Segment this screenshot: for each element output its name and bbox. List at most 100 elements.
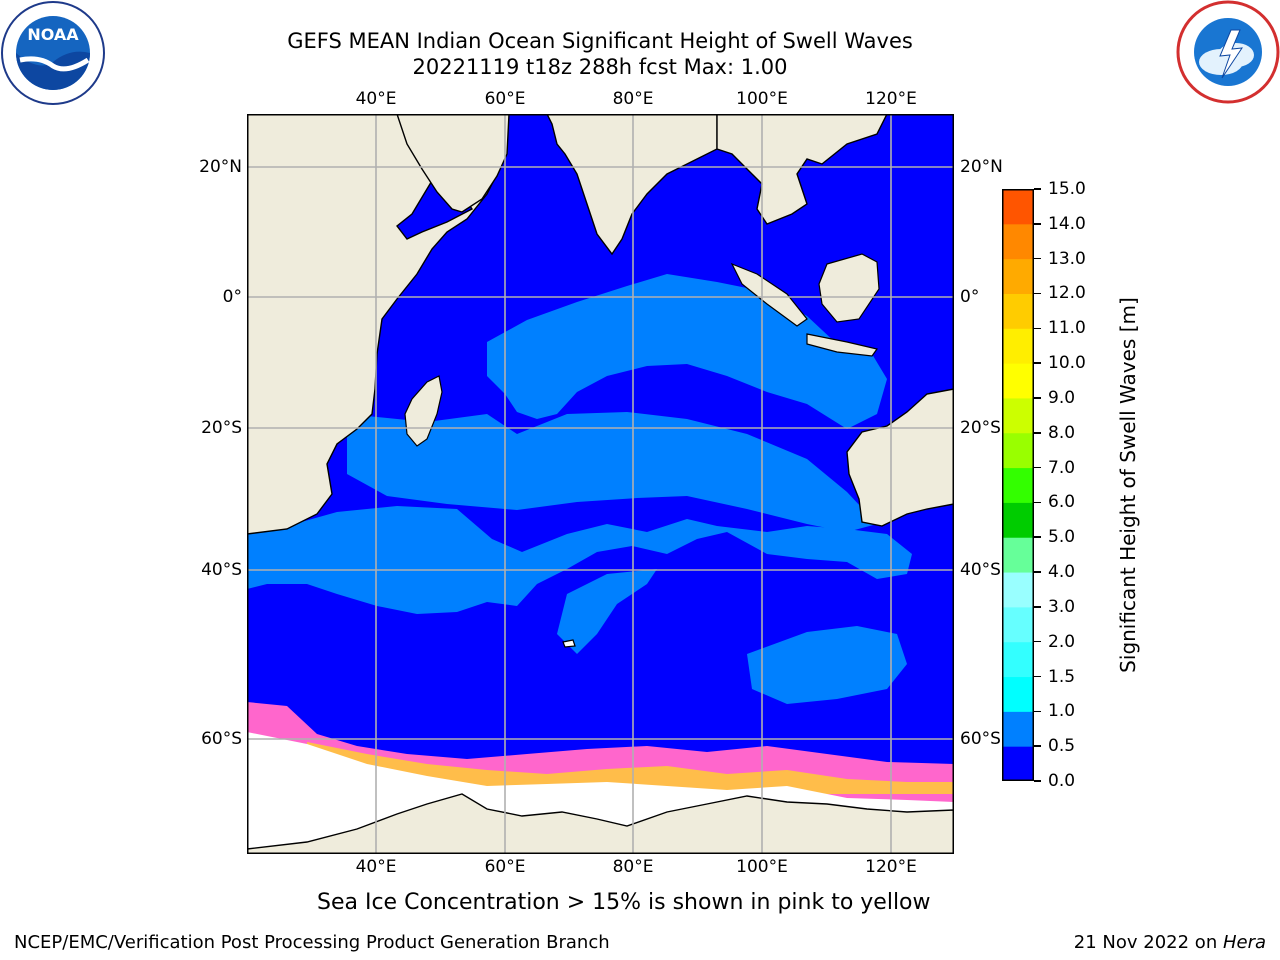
land-india: [546, 114, 718, 256]
footer-date: 21 Nov 2022 on Hera: [1074, 932, 1266, 953]
colorbar-tick-label: 0.5: [1048, 736, 1076, 757]
colorbar-segment-11: [1002, 363, 1034, 399]
lon-tick-bottom-2: 60°E: [484, 857, 526, 877]
map-frame: [247, 114, 954, 854]
land-arabia: [335, 114, 547, 213]
colorbar-tick-label: 10.0: [1048, 353, 1086, 374]
graticule: [247, 114, 954, 854]
colorbar-segment-10: [1002, 397, 1034, 434]
land-kerguelen: [562, 639, 576, 648]
colorbar-segment-1: [1002, 711, 1034, 747]
lat-tick-left-3: 20°S: [201, 418, 242, 438]
colorbar-segment-4: [1002, 606, 1034, 643]
colorbar-tick-label: 6.0: [1048, 492, 1076, 513]
colorbar-tick-label: 1.0: [1048, 701, 1076, 722]
colorbar-tick-mark: [1034, 257, 1041, 260]
colorbar-tick-mark: [1034, 745, 1041, 747]
colorbar-tick-label: 5.0: [1048, 527, 1076, 548]
colorbar-segment-6: [1002, 537, 1034, 573]
colorbar-tick-mark: [1034, 432, 1041, 434]
map-subtitle: 20221119 t18z 288h fcst Max: 1.00: [412, 55, 788, 79]
swell-region-streaks: [557, 569, 657, 654]
map-panel: [247, 114, 954, 854]
colorbar-tick-mark: [1034, 397, 1041, 399]
lon-tick-top-5: 120°E: [865, 89, 917, 109]
lat-tick-left-4: 40°S: [201, 560, 242, 580]
colorbar-tick-mark: [1034, 362, 1041, 364]
lon-tick-top-3: 80°E: [612, 89, 654, 109]
colorbar-segment-7: [1002, 502, 1034, 538]
colorbar-tick-mark: [1034, 466, 1041, 469]
lat-tick-right-2: 0°: [960, 287, 980, 307]
lon-tick-bottom-5: 120°E: [865, 857, 917, 877]
lon-tick-bottom-3: 80°E: [612, 857, 654, 877]
land-australia: [846, 388, 954, 527]
colorbar-tick-label: 9.0: [1048, 387, 1076, 408]
colorbar-segment-14: [1002, 258, 1034, 294]
lon-tick-bottom-1: 40°E: [355, 857, 397, 877]
land-java: [806, 333, 879, 357]
colorbar-segment-9: [1002, 432, 1034, 469]
colorbar-segment-5: [1002, 572, 1034, 608]
colorbar-tick-label: 3.0: [1048, 596, 1076, 617]
lat-tick-left-2: 0°: [222, 287, 242, 307]
noaa-logo-text: NOAA: [27, 25, 79, 44]
colorbar-segment-3: [1002, 641, 1034, 678]
colorbar-segment-12: [1002, 328, 1034, 364]
colorbar-ticks: 0.0 0.5 1.0 1.5 2.0 3.0 4.0 5.0 6.0 7.0 8.0 9.0 10.0…: [1034, 179, 1104, 791]
colorbar-tick-mark: [1034, 536, 1041, 538]
footer-date-text: 21 Nov 2022 on: [1073, 932, 1223, 953]
lat-tick-right-5: 60°S: [960, 729, 1001, 749]
lon-tick-top-2: 60°E: [484, 89, 526, 109]
colorbar-tick-mark: [1034, 780, 1041, 782]
colorbar-tick-label: 1.5: [1048, 666, 1076, 687]
colorbar-tick-mark: [1034, 292, 1041, 295]
land-borneo: [818, 253, 880, 323]
colorbar-segment-13: [1002, 293, 1034, 329]
colorbar-tick-label: 7.0: [1048, 457, 1076, 478]
swell-region-mid: [247, 506, 912, 614]
colorbar-tick-mark: [1034, 327, 1041, 330]
sea-ice-band-yellow: [307, 742, 954, 794]
lat-tick-left-5: 60°S: [201, 729, 242, 749]
colorbar-tick-label: 12.0: [1048, 283, 1086, 304]
colorbar-tick-label: 15.0: [1048, 179, 1086, 199]
lat-tick-right-4: 40°S: [960, 560, 1001, 580]
sea-ice-caption: Sea Ice Concentration > 15% is shown in …: [317, 890, 931, 915]
colorbar-segment-0: [1002, 746, 1034, 782]
lon-tick-top-1: 40°E: [355, 89, 397, 109]
colorbar-tick-label: 8.0: [1048, 422, 1076, 443]
colorbar-tick-mark: [1034, 188, 1041, 190]
colorbar-tick-mark: [1034, 501, 1041, 504]
colorbar-tick-mark: [1034, 710, 1041, 713]
colorbar-segment-2: [1002, 676, 1034, 712]
colorbar-label: Significant Height of Swell Waves [m]: [1116, 297, 1140, 673]
colorbar-tick-mark: [1034, 675, 1041, 678]
colorbar-tick-mark: [1034, 223, 1041, 225]
noaa-logo: NOAA: [0, 0, 106, 106]
colorbar-tick-label: 4.0: [1048, 562, 1076, 583]
lat-tick-right-3: 20°S: [960, 418, 1001, 438]
colorbar-tick-label: 2.0: [1048, 631, 1076, 652]
colorbar-tick-label: 13.0: [1048, 248, 1086, 269]
colorbar-tick-mark: [1034, 606, 1041, 608]
colorbar-segment-8: [1002, 467, 1034, 503]
swell-region-south: [747, 626, 907, 704]
colorbar-tick-label: 14.0: [1048, 213, 1086, 234]
colorbar-tick-mark: [1034, 571, 1041, 573]
land-antarctica: [247, 793, 954, 854]
lon-tick-top-4: 100°E: [736, 89, 788, 109]
colorbar-tick-label: 11.0: [1048, 318, 1086, 339]
colorbar-frame: [1002, 189, 1034, 781]
swell-region-mid-band: [347, 412, 877, 532]
colorbar-tick-mark: [1034, 640, 1041, 643]
colorbar-tick-label: 0.0: [1048, 771, 1076, 791]
footer-host: Hera: [1222, 932, 1266, 953]
colorbar-segment-15: [1002, 223, 1034, 260]
map-title: GEFS MEAN Indian Ocean Significant Heigh…: [287, 29, 913, 53]
lat-tick-left-1: 20°N: [199, 157, 242, 177]
nws-logo: [1176, 0, 1280, 104]
land-indochina: [716, 114, 888, 225]
lon-tick-bottom-4: 100°E: [736, 857, 788, 877]
lat-tick-right-1: 20°N: [960, 157, 1003, 177]
